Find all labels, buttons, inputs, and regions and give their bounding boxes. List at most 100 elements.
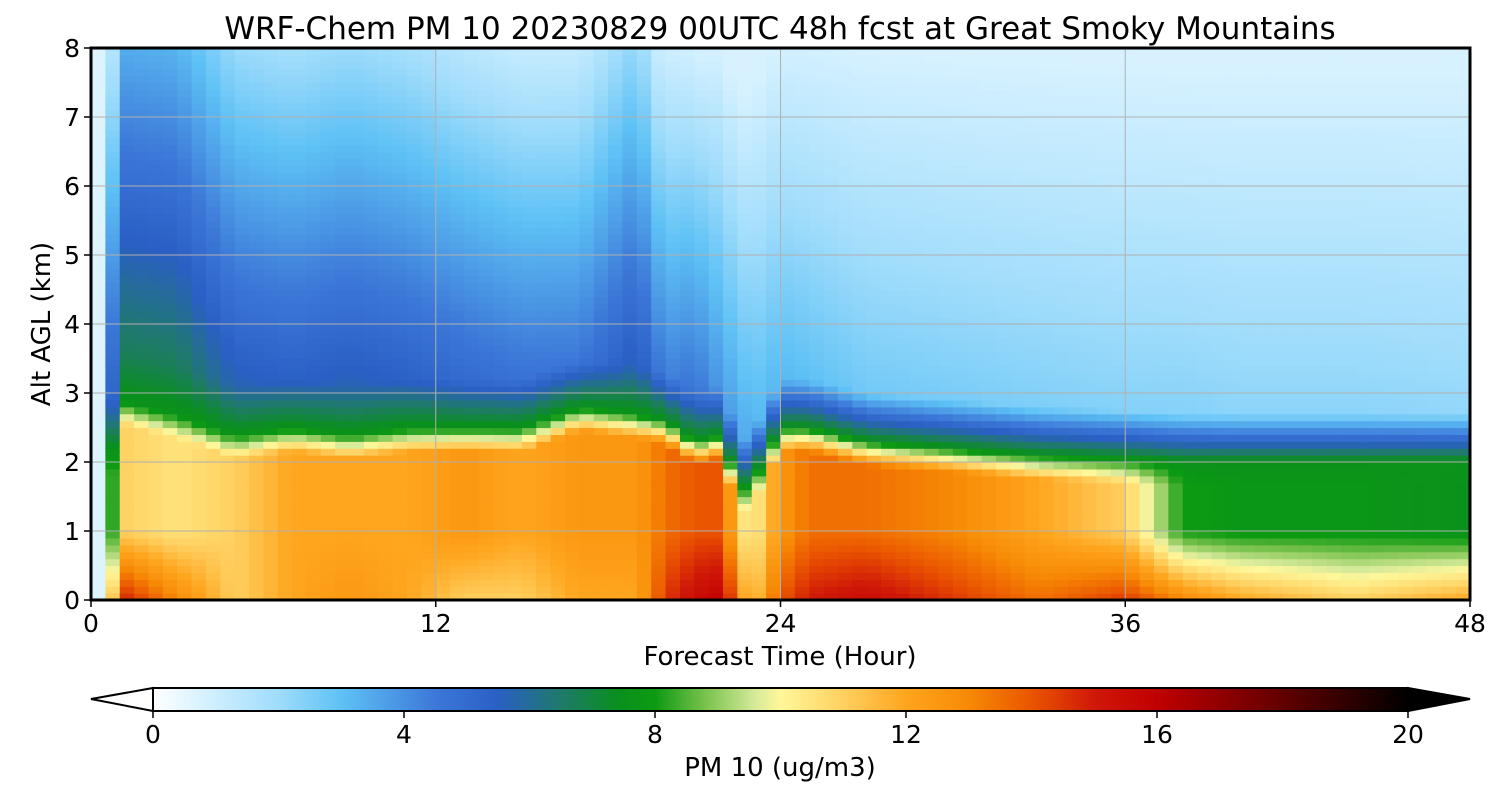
heatmap-cell — [521, 344, 537, 353]
heatmap-cell — [349, 172, 365, 180]
heatmap-cell — [349, 372, 365, 380]
heatmap-cell — [665, 462, 681, 470]
heatmap-cell — [751, 96, 767, 104]
heatmap-cell — [478, 268, 494, 277]
heatmap-cell — [162, 220, 178, 228]
heatmap-cell — [205, 358, 221, 366]
heatmap-cell — [665, 275, 681, 284]
heatmap-cell — [263, 337, 279, 346]
heatmap-cell — [895, 172, 911, 180]
heatmap-cell — [148, 379, 164, 387]
heatmap-cell — [608, 220, 624, 228]
heatmap-cell — [636, 165, 652, 173]
heatmap-cell — [909, 482, 925, 491]
heatmap-cell — [895, 565, 911, 573]
heatmap-cell — [349, 48, 365, 56]
heatmap-cell — [220, 337, 236, 346]
heatmap-cell — [277, 475, 293, 484]
heatmap-cell — [349, 344, 365, 353]
heatmap-cell — [205, 151, 221, 159]
heatmap-cell — [938, 282, 954, 291]
heatmap-cell — [435, 261, 451, 270]
heatmap-cell — [119, 386, 135, 394]
heatmap-cell — [823, 255, 839, 263]
heatmap-cell — [263, 137, 279, 146]
heatmap-cell — [967, 89, 983, 97]
heatmap-cell — [191, 365, 207, 373]
heatmap-cell — [234, 61, 250, 70]
heatmap-cell — [450, 186, 466, 194]
heatmap-cell — [895, 206, 911, 215]
heatmap-cell — [521, 227, 537, 235]
heatmap-cell — [837, 248, 853, 256]
heatmap-cell — [837, 330, 853, 339]
heatmap-cell — [967, 61, 983, 70]
heatmap-cell — [205, 531, 221, 539]
heatmap-cell — [105, 103, 121, 111]
heatmap-cell — [794, 137, 810, 146]
heatmap-cell — [306, 317, 322, 325]
heatmap-cell — [421, 379, 437, 387]
heatmap-cell — [565, 427, 580, 435]
heatmap-cell — [191, 489, 207, 498]
heatmap-cell — [234, 324, 250, 332]
heatmap-cell — [349, 317, 365, 325]
heatmap-cell — [220, 130, 236, 139]
heatmap-cell — [665, 48, 681, 56]
heatmap-cell — [119, 455, 135, 463]
heatmap-cell — [249, 413, 264, 422]
heatmap-cell — [866, 89, 882, 97]
heatmap-cell — [162, 48, 178, 56]
heatmap-cell — [220, 213, 236, 222]
heatmap-cell — [938, 261, 954, 270]
heatmap-cell — [909, 206, 925, 215]
heatmap-cell — [536, 544, 552, 553]
heatmap-cell — [249, 482, 264, 491]
heatmap-cell — [507, 296, 523, 304]
heatmap-cell — [938, 227, 954, 235]
heatmap-cell — [421, 206, 437, 215]
heatmap-cell — [191, 144, 207, 153]
heatmap-cell — [507, 144, 523, 153]
heatmap-cell — [306, 572, 322, 580]
heatmap-cell — [823, 406, 839, 415]
heatmap-cell — [622, 172, 638, 180]
heatmap-cell — [794, 234, 810, 242]
heatmap-cell — [881, 227, 897, 235]
heatmap-cell — [665, 475, 681, 484]
heatmap-cell — [521, 517, 537, 525]
heatmap-cell — [708, 586, 724, 594]
heatmap-cell — [565, 158, 580, 166]
heatmap-cell — [550, 455, 566, 463]
heatmap-cell — [723, 317, 738, 325]
heatmap-cell — [363, 117, 379, 125]
heatmap-cell — [205, 199, 221, 208]
heatmap-cell — [134, 213, 150, 222]
heatmap-cell — [909, 192, 925, 201]
heatmap-cell — [435, 130, 451, 139]
heatmap-cell — [852, 330, 868, 339]
heatmap-cell — [162, 482, 178, 491]
heatmap-cell — [177, 165, 193, 173]
heatmap-cell — [536, 448, 552, 456]
heatmap-cell — [909, 199, 925, 208]
heatmap-cell — [679, 248, 695, 256]
heatmap-cell — [823, 130, 839, 139]
heatmap-cell — [636, 386, 652, 394]
heatmap-cell — [191, 344, 207, 353]
heatmap-cell — [521, 110, 537, 118]
heatmap-cell — [924, 324, 940, 332]
heatmap-cell — [507, 510, 523, 518]
heatmap-cell — [665, 261, 681, 270]
heatmap-cell — [478, 234, 494, 242]
heatmap-cell — [952, 558, 968, 567]
heatmap-cell — [450, 337, 466, 346]
heatmap-cell — [148, 330, 164, 339]
heatmap-cell — [320, 89, 336, 97]
heatmap-cell — [766, 241, 782, 249]
heatmap-cell — [967, 172, 983, 180]
heatmap-cell — [794, 358, 810, 366]
heatmap-cell — [952, 434, 968, 442]
heatmap-cell — [134, 517, 150, 525]
heatmap-cell — [349, 524, 365, 532]
